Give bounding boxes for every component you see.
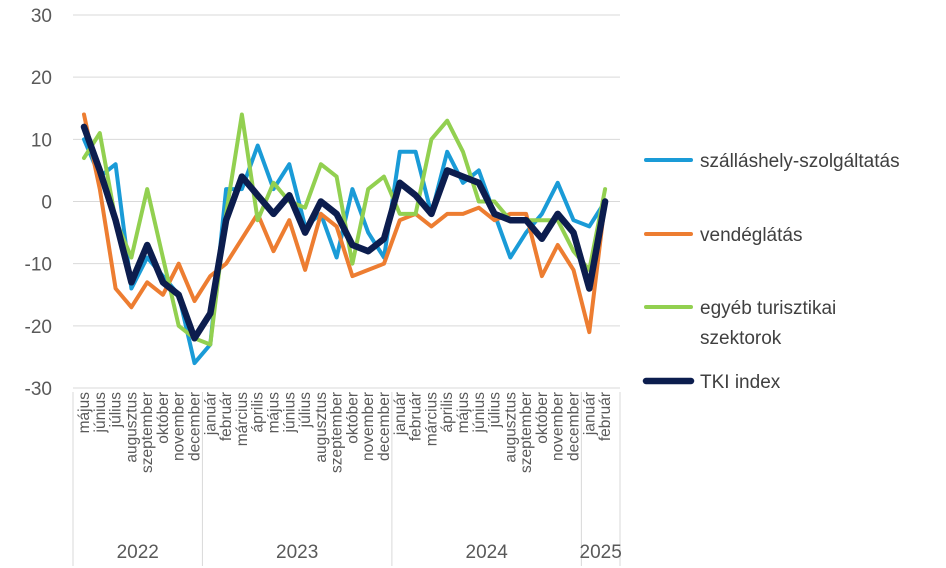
- y-tick-label: 10: [31, 130, 52, 151]
- x-tick-label: május: [265, 392, 282, 434]
- x-tick-label: március: [234, 392, 251, 447]
- x-tick-label: október: [155, 392, 172, 444]
- legend: szálláshely-szolgáltatás vendéglátás egyéb…: [642, 151, 900, 393]
- x-tick-label: június: [471, 392, 488, 434]
- legend-label: vendéglátás: [700, 225, 802, 246]
- year-label: 2025: [580, 542, 622, 563]
- y-tick-label: -20: [25, 317, 52, 338]
- y-tick-label: -30: [25, 379, 52, 400]
- x-tick-label: december: [376, 392, 393, 461]
- x-tick-label: november: [171, 392, 188, 461]
- legend-label: TKI index: [700, 372, 781, 393]
- x-tick-label: április: [250, 392, 267, 433]
- legend-label: egyéb turisztikai szektorok: [700, 298, 836, 349]
- x-tick-label: február: [597, 392, 614, 441]
- x-tick-label: július: [487, 392, 504, 429]
- x-tick-label: december: [565, 392, 582, 461]
- year-label: 2022: [117, 542, 159, 563]
- year-label: 2023: [276, 542, 318, 563]
- x-tick-label: augusztus: [123, 392, 140, 463]
- x-tick-label: január: [581, 392, 598, 436]
- year-label: 2024: [466, 542, 509, 563]
- x-tick-label: június: [281, 392, 298, 434]
- series-line-2: [82, 112, 608, 335]
- x-tick-label: január: [392, 392, 409, 436]
- x-tick-label: szeptember: [139, 392, 156, 473]
- y-tick-label: 20: [31, 68, 52, 89]
- x-tick-label: október: [344, 392, 361, 444]
- gridlines: [73, 14, 620, 389]
- x-tick-label: szeptember: [518, 392, 535, 473]
- x-tick-label: január: [202, 392, 219, 436]
- y-axis: -30 -20 -10 0 10 20 30: [25, 6, 52, 400]
- x-tick-label: július: [297, 392, 314, 429]
- x-tick-label: június: [92, 392, 109, 434]
- y-tick-label: 30: [31, 6, 52, 27]
- x-tick-label: október: [534, 392, 551, 444]
- legend-label: szálláshely-szolgáltatás: [700, 151, 900, 172]
- x-axis: májusjúniusjúliusaugusztusszeptemberoktó…: [72, 392, 622, 566]
- x-tick-label: február: [218, 392, 235, 441]
- x-tick-label: november: [550, 392, 567, 461]
- series-line-4: [80, 123, 609, 342]
- x-tick-label: augusztus: [313, 392, 330, 463]
- x-tick-label: február: [408, 392, 425, 441]
- x-tick-label: december: [187, 392, 204, 461]
- x-tick-label: április: [439, 392, 456, 433]
- x-tick-label: március: [423, 392, 440, 447]
- series-lines: [80, 112, 609, 366]
- x-tick-label: november: [360, 392, 377, 461]
- x-tick-label: augusztus: [502, 392, 519, 463]
- x-tick-label: május: [76, 392, 93, 434]
- y-tick-label: 0: [41, 193, 52, 214]
- y-tick-label: -10: [25, 255, 52, 276]
- x-tick-label: május: [455, 392, 472, 434]
- x-tick-label: szeptember: [329, 392, 346, 473]
- x-tick-label: július: [108, 392, 125, 429]
